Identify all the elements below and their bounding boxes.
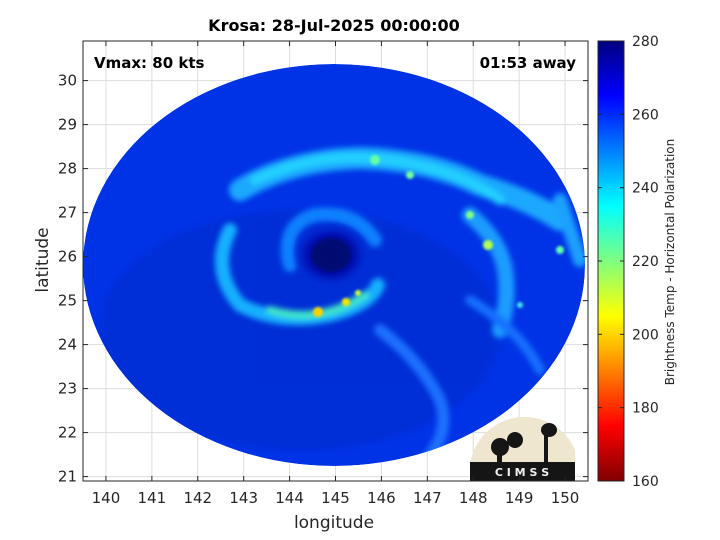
colorbar-tick-label: 180 (632, 401, 659, 417)
x-tick-label: 149 (505, 489, 534, 507)
cimss-logo: C I M S S (470, 416, 575, 481)
x-tick-label: 143 (229, 489, 258, 507)
y-tick-label: 28 (58, 160, 77, 178)
y-tick-label: 21 (58, 468, 77, 486)
y-tick-label: 30 (58, 72, 77, 90)
x-tick-label: 148 (459, 489, 488, 507)
y-tick-label: 27 (58, 204, 77, 222)
x-tick-label: 145 (321, 489, 350, 507)
x-tick-label: 146 (367, 489, 396, 507)
x-tick-label: 147 (413, 489, 442, 507)
y-tick-label: 23 (58, 380, 77, 398)
y-tick-label: 26 (58, 248, 77, 266)
colorbar-tick-label: 200 (632, 327, 659, 343)
time-away-annotation: 01:53 away (480, 54, 577, 72)
x-tick-label: 140 (92, 489, 121, 507)
x-tick-label: 142 (183, 489, 212, 507)
colorbar-tick-label: 240 (632, 181, 659, 197)
colorbar-label: Brightness Temp - Horizontal Polarizatio… (663, 139, 677, 386)
x-axis-ticks: 140 141 142 143 144 145 146 147 148 149 150 (92, 41, 580, 507)
y-tick-label: 22 (58, 424, 77, 442)
colorbar-tick-label: 280 (632, 34, 659, 50)
y-tick-label: 24 (58, 336, 77, 354)
colorbar-tick-label: 160 (632, 474, 659, 490)
y-tick-label: 25 (58, 292, 77, 310)
x-tick-label: 150 (551, 489, 580, 507)
brightness-temperature-image (83, 64, 585, 466)
y-axis-ticks: 21 22 23 24 25 26 27 28 29 30 (58, 72, 588, 486)
chart-title: Krosa: 28-Jul-2025 00:00:00 (208, 16, 460, 35)
colorbar-tick-label: 220 (632, 254, 659, 270)
y-tick-label: 29 (58, 116, 77, 134)
colorbar-tick-label: 260 (632, 107, 659, 123)
y-axis-label: latitude (33, 227, 53, 292)
x-tick-label: 144 (275, 489, 304, 507)
vmax-annotation: Vmax: 80 kts (94, 54, 204, 72)
colorbar-ticks: 280 260 240 220 200 180 160 (598, 34, 659, 490)
x-axis-label: longitude (294, 513, 374, 533)
cimss-logo-text: C I M S S (495, 466, 549, 479)
x-tick-label: 141 (138, 489, 167, 507)
